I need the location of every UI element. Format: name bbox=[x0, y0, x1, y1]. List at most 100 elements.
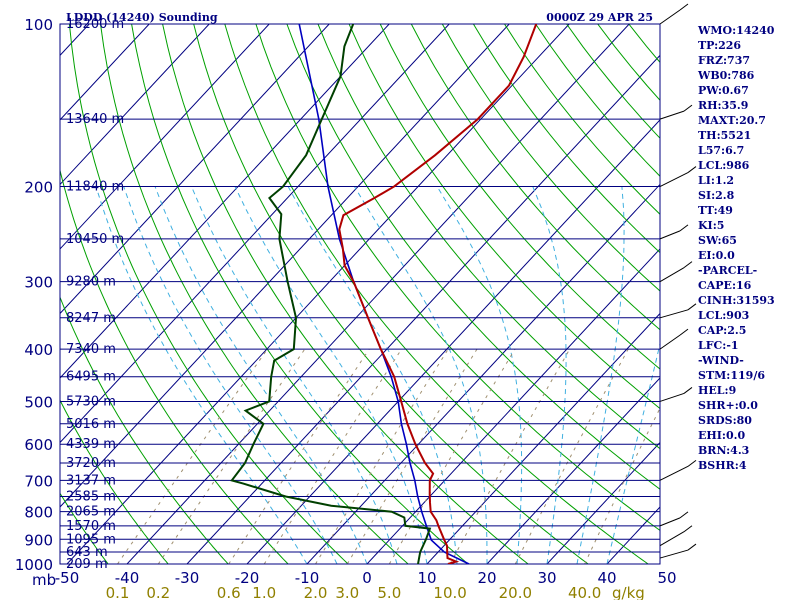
dry-adiabat-line bbox=[472, 24, 660, 254]
dry-adiabat-line bbox=[348, 24, 660, 410]
dewpoint-trace bbox=[230, 24, 432, 564]
index-entry: HEL:9 bbox=[698, 384, 737, 397]
moist-adiabat-line bbox=[95, 186, 308, 564]
wind-barb-flag bbox=[679, 3, 689, 11]
dry-adiabat-line bbox=[441, 24, 660, 292]
pressure-tick-label: 800 bbox=[24, 504, 53, 522]
wind-barb bbox=[659, 392, 685, 402]
height-label: 4339 m bbox=[66, 437, 116, 452]
wind-barb-flag bbox=[679, 511, 689, 519]
mixing-ratio-label: 10.0 bbox=[433, 584, 466, 600]
mixing-ratio-label: 0.1 bbox=[106, 584, 130, 600]
mixing-ratio-line bbox=[117, 348, 268, 564]
temperature-tick-label: -30 bbox=[175, 569, 200, 587]
dry-adiabat-line bbox=[317, 24, 660, 450]
moist-adiabat-line bbox=[576, 186, 625, 564]
wind-barb bbox=[659, 334, 681, 350]
index-entry: -WIND- bbox=[698, 354, 744, 367]
temperature-trace bbox=[338, 24, 538, 564]
height-label: 1570 m bbox=[66, 519, 116, 534]
dry-adiabat-line bbox=[286, 24, 660, 490]
height-label: 1095 m bbox=[66, 532, 116, 547]
chart-profiles bbox=[230, 24, 538, 564]
height-label: 8247 m bbox=[66, 311, 116, 326]
dry-adiabat-line bbox=[131, 24, 469, 564]
isotherm-line bbox=[126, 24, 630, 564]
isotherm-line bbox=[60, 24, 270, 250]
height-label: 6495 m bbox=[66, 370, 116, 385]
mixing-ratio-line bbox=[157, 348, 306, 564]
wind-barb bbox=[659, 230, 681, 240]
dry-adiabat-line bbox=[68, 24, 349, 564]
sounding-time: 0000Z 29 APR 25 bbox=[546, 11, 653, 24]
pressure-tick-label: 700 bbox=[24, 472, 53, 490]
wind-barb bbox=[659, 465, 689, 481]
temperature-tick-label: 30 bbox=[537, 569, 556, 587]
moist-adiabat-line bbox=[123, 186, 338, 564]
index-entry: LCL:903 bbox=[698, 309, 750, 322]
height-label: 16200 m bbox=[66, 17, 124, 32]
height-label: 5016 m bbox=[66, 417, 116, 432]
isotherm-line bbox=[366, 248, 660, 564]
index-entry: CAP:2.5 bbox=[698, 324, 747, 337]
index-entry: PW:0.67 bbox=[698, 84, 749, 97]
temperature-tick-label: -20 bbox=[235, 569, 260, 587]
height-label: 2585 m bbox=[66, 490, 116, 505]
wind-barbs bbox=[659, 3, 697, 559]
wind-barb bbox=[659, 267, 685, 283]
index-entry: TP:226 bbox=[698, 39, 742, 52]
index-entry: SW:65 bbox=[698, 234, 737, 247]
moist-adiabat-line bbox=[532, 186, 567, 564]
isotherm-line bbox=[546, 441, 660, 564]
mixing-ratio-label: 2.0 bbox=[304, 584, 328, 600]
dry-adiabat-line bbox=[162, 24, 529, 564]
height-label: 13640 m bbox=[66, 112, 124, 127]
wind-barb-flag bbox=[679, 224, 689, 232]
index-entry: LFC:-1 bbox=[698, 339, 739, 352]
dry-adiabat-line bbox=[410, 24, 660, 331]
isotherm-line bbox=[426, 312, 660, 564]
temperature-tick-label: 40 bbox=[597, 569, 616, 587]
pressure-tick-label: 500 bbox=[24, 393, 53, 411]
index-entry: SHR+:0.0 bbox=[698, 399, 758, 412]
wind-barb-flag bbox=[683, 525, 693, 533]
height-label: 2065 m bbox=[66, 505, 116, 520]
index-entry: KI:5 bbox=[698, 219, 725, 232]
index-entry: STM:119/6 bbox=[698, 369, 765, 382]
dry-adiabat-line bbox=[224, 24, 649, 564]
wind-barb-flag bbox=[683, 261, 693, 269]
chart-grid bbox=[59, 23, 661, 565]
pressure-unit-label: mb bbox=[32, 571, 56, 589]
pressure-tick-label: 1000 bbox=[15, 556, 53, 574]
temperature-tick-label: -40 bbox=[115, 569, 140, 587]
index-entry: EHI:0.0 bbox=[698, 429, 746, 442]
index-entry: EI:0.0 bbox=[698, 249, 735, 262]
index-entry: LI:1.2 bbox=[698, 174, 735, 187]
wind-barb-flag bbox=[683, 104, 693, 112]
dry-adiabat-line bbox=[379, 24, 660, 370]
dry-adiabat-line bbox=[60, 295, 229, 564]
dry-adiabat-line bbox=[60, 399, 169, 564]
dry-adiabat-line bbox=[100, 24, 409, 564]
mixing-ratio-label: 0.2 bbox=[146, 584, 170, 600]
index-entry: LCL:986 bbox=[698, 159, 750, 172]
wind-barb bbox=[659, 110, 685, 120]
index-entry: L57:6.7 bbox=[698, 144, 745, 157]
height-label: 5730 m bbox=[66, 394, 116, 409]
dry-adiabat-line bbox=[60, 168, 289, 564]
index-entry: -PARCEL- bbox=[698, 264, 758, 277]
wind-barb-flag bbox=[687, 166, 697, 173]
isotherm-line bbox=[60, 24, 150, 121]
temperature-tick-label: 0 bbox=[362, 569, 372, 587]
temperature-tick-label: 50 bbox=[657, 569, 676, 587]
wind-barb-flag bbox=[687, 303, 697, 311]
height-label: 643 m bbox=[66, 545, 108, 560]
pressure-tick-label: 100 bbox=[24, 16, 53, 34]
isotherm-line bbox=[60, 24, 510, 508]
index-entry: WMO:14240 bbox=[698, 24, 775, 37]
isotherm-line bbox=[60, 24, 210, 186]
wind-barb bbox=[659, 9, 681, 25]
